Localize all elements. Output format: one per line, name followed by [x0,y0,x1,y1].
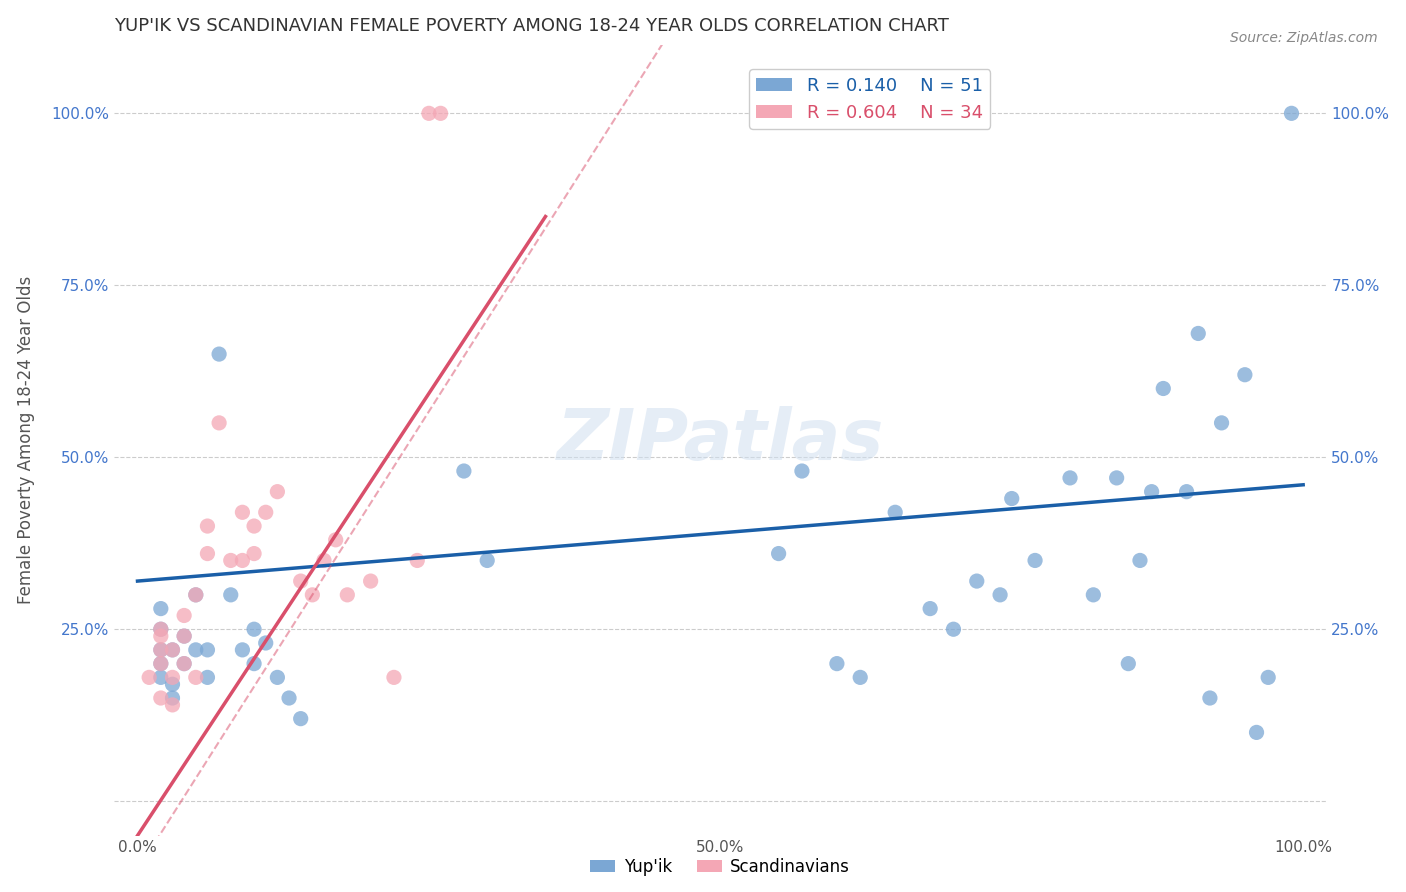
Yup'ik [266,670,288,684]
Scandinavians [184,588,207,602]
Yup'ik [768,547,790,561]
Scandinavians [290,574,312,588]
Yup'ik [790,464,813,478]
Yup'ik [173,629,195,643]
Yup'ik [231,643,253,657]
Yup'ik [920,601,942,615]
Yup'ik [1105,471,1128,485]
Yup'ik [162,643,184,657]
Scandinavians [429,106,451,120]
Scandinavians [231,553,253,567]
Yup'ik [184,588,207,602]
Yup'ik [162,677,184,691]
Scandinavians [231,505,253,519]
Yup'ik [1001,491,1024,506]
Scandinavians [266,484,288,499]
Yup'ik [1083,588,1105,602]
Yup'ik [1211,416,1233,430]
Yup'ik [1281,106,1303,120]
Yup'ik [149,643,172,657]
Scandinavians [149,691,172,706]
Yup'ik [149,622,172,636]
Scandinavians [197,547,219,561]
Scandinavians [418,106,440,120]
Yup'ik [884,505,907,519]
Scandinavians [149,643,172,657]
Scandinavians [162,643,184,657]
Yup'ik [1059,471,1081,485]
Text: ZIPatlas: ZIPatlas [557,406,884,475]
Scandinavians [243,547,266,561]
Scandinavians [173,657,195,671]
Scandinavians [197,519,219,533]
Scandinavians [162,670,184,684]
Yup'ik [1199,691,1222,706]
Scandinavians [382,670,405,684]
Scandinavians [162,698,184,712]
Scandinavians [360,574,382,588]
Scandinavians [149,657,172,671]
Scandinavians [138,670,160,684]
Yup'ik [1233,368,1256,382]
Yup'ik [1116,657,1139,671]
Scandinavians [184,670,207,684]
Yup'ik [1246,725,1268,739]
Yup'ik [197,670,219,684]
Scandinavians [208,416,231,430]
Yup'ik [453,464,475,478]
Yup'ik [197,643,219,657]
Yup'ik [1140,484,1163,499]
Scandinavians [149,622,172,636]
Yup'ik [849,670,872,684]
Yup'ik [162,691,184,706]
Scandinavians [336,588,359,602]
Yup'ik [1129,553,1152,567]
Scandinavians [243,519,266,533]
Scandinavians [219,553,242,567]
Yup'ik [1152,382,1174,396]
Text: YUP'IK VS SCANDINAVIAN FEMALE POVERTY AMONG 18-24 YEAR OLDS CORRELATION CHART: YUP'IK VS SCANDINAVIAN FEMALE POVERTY AM… [114,17,949,35]
Yup'ik [290,712,312,726]
Scandinavians [173,608,195,623]
Yup'ik [1175,484,1198,499]
Scandinavians [312,553,335,567]
Yup'ik [173,657,195,671]
Yup'ik [149,670,172,684]
Yup'ik [184,643,207,657]
Yup'ik [1024,553,1046,567]
Yup'ik [477,553,499,567]
Yup'ik [149,601,172,615]
Yup'ik [243,622,266,636]
Yup'ik [243,657,266,671]
Yup'ik [942,622,965,636]
Yup'ik [1257,670,1279,684]
Yup'ik [988,588,1011,602]
Scandinavians [301,588,323,602]
Scandinavians [149,629,172,643]
Yup'ik [278,691,301,706]
Scandinavians [254,505,277,519]
Scandinavians [406,553,429,567]
Y-axis label: Female Poverty Among 18-24 Year Olds: Female Poverty Among 18-24 Year Olds [17,276,35,604]
Legend: Yup'ik, Scandinavians: Yup'ik, Scandinavians [583,851,856,882]
Yup'ik [825,657,848,671]
Yup'ik [966,574,988,588]
Yup'ik [208,347,231,361]
Yup'ik [149,657,172,671]
Yup'ik [254,636,277,650]
Scandinavians [173,629,195,643]
Text: Source: ZipAtlas.com: Source: ZipAtlas.com [1230,31,1378,45]
Scandinavians [325,533,347,547]
Yup'ik [219,588,242,602]
Yup'ik [1187,326,1209,341]
